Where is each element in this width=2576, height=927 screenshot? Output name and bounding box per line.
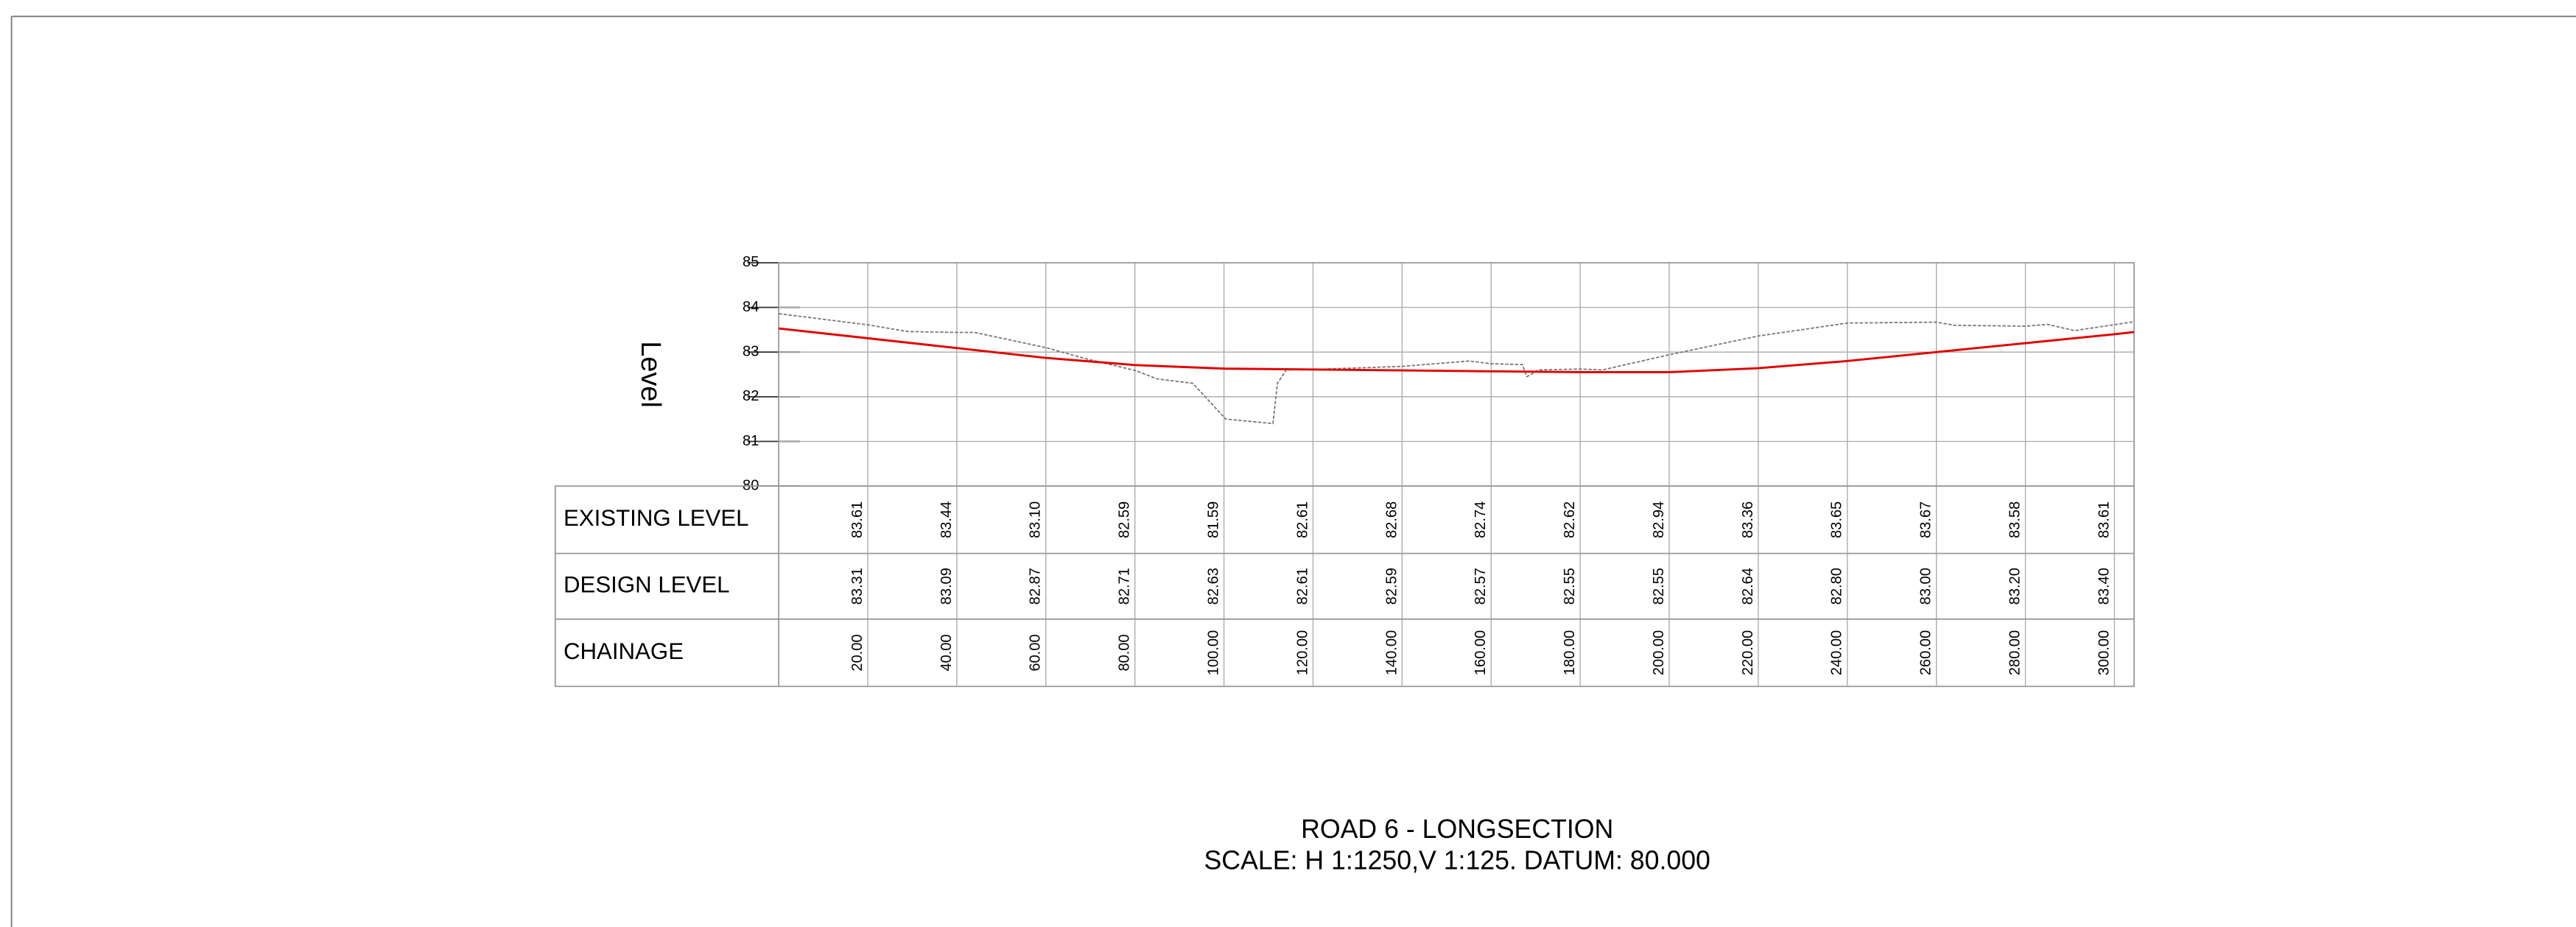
table-value: 82.87 <box>1028 568 1044 605</box>
table-value: 82.55 <box>1562 568 1578 605</box>
chainage-label: 300.00 <box>2096 630 2112 675</box>
table-value: 83.09 <box>938 568 955 605</box>
table-value: 83.61 <box>849 501 866 538</box>
table-value: 83.65 <box>1829 501 1845 538</box>
table-frame <box>554 485 2135 688</box>
y-tick-label: 85 <box>743 254 759 270</box>
chainage-label: 20.00 <box>849 634 866 671</box>
table-value: 82.57 <box>1473 568 1489 605</box>
table-value: 82.61 <box>1294 501 1310 538</box>
table-value: 82.80 <box>1829 568 1845 605</box>
table-value: 83.44 <box>938 501 955 538</box>
y-axis-label: Level <box>635 341 666 408</box>
y-tick-label: 81 <box>743 433 759 449</box>
table-value: 82.62 <box>1562 501 1578 538</box>
table-value: 82.68 <box>1383 501 1400 538</box>
table-value: 82.59 <box>1117 501 1133 538</box>
table-value: 83.36 <box>1740 501 1756 538</box>
table-value: 82.61 <box>1294 568 1310 605</box>
table-value: 81.59 <box>1205 501 1221 538</box>
chainage-label: 80.00 <box>1117 634 1133 671</box>
table-value: 83.58 <box>2007 501 2023 538</box>
chainage-label: 180.00 <box>1562 630 1578 675</box>
profile-line <box>779 313 2135 425</box>
chainage-label: 120.00 <box>1294 630 1310 675</box>
table-value: 82.59 <box>1383 568 1400 605</box>
y-tick-label: 82 <box>743 388 759 404</box>
chainage-label: 260.00 <box>1918 630 1934 675</box>
title: ROAD 6 - LONGSECTION <box>1301 814 1613 844</box>
table-value: 82.74 <box>1473 501 1489 538</box>
chainage-label: 240.00 <box>1829 630 1845 675</box>
chainage-label: 200.00 <box>1651 630 1667 675</box>
table-value: 82.64 <box>1740 568 1756 605</box>
profile-line <box>778 327 2135 373</box>
chainage-label: 60.00 <box>1028 634 1044 671</box>
chainage-label: 40.00 <box>938 634 955 671</box>
chainage-label: 160.00 <box>1473 630 1489 675</box>
y-tick-label: 83 <box>743 343 759 359</box>
row-label: CHAINAGE <box>564 638 684 664</box>
table-value: 82.94 <box>1651 501 1667 538</box>
table-value: 82.55 <box>1651 568 1667 605</box>
table-value: 83.67 <box>1918 501 1934 538</box>
table-value: 82.63 <box>1205 568 1221 605</box>
table-value: 83.40 <box>2096 568 2112 605</box>
chainage-label: 140.00 <box>1383 630 1400 675</box>
table-value: 83.00 <box>1918 568 1934 605</box>
table-value: 82.71 <box>1117 568 1133 605</box>
row-label: EXISTING LEVEL <box>564 505 749 531</box>
chainage-label: 100.00 <box>1205 630 1221 675</box>
table-value: 83.31 <box>849 568 866 605</box>
row-label: DESIGN LEVEL <box>564 571 730 597</box>
chainage-label: 280.00 <box>2007 630 2023 675</box>
table-value: 83.20 <box>2007 568 2023 605</box>
chainage-label: 220.00 <box>1740 630 1756 675</box>
table-value: 83.10 <box>1028 501 1044 538</box>
y-tick-label: 84 <box>743 299 759 315</box>
subtitle: SCALE: H 1:1250,V 1:125. DATUM: 80.000 <box>1204 845 1710 875</box>
table-value: 83.61 <box>2096 501 2112 538</box>
